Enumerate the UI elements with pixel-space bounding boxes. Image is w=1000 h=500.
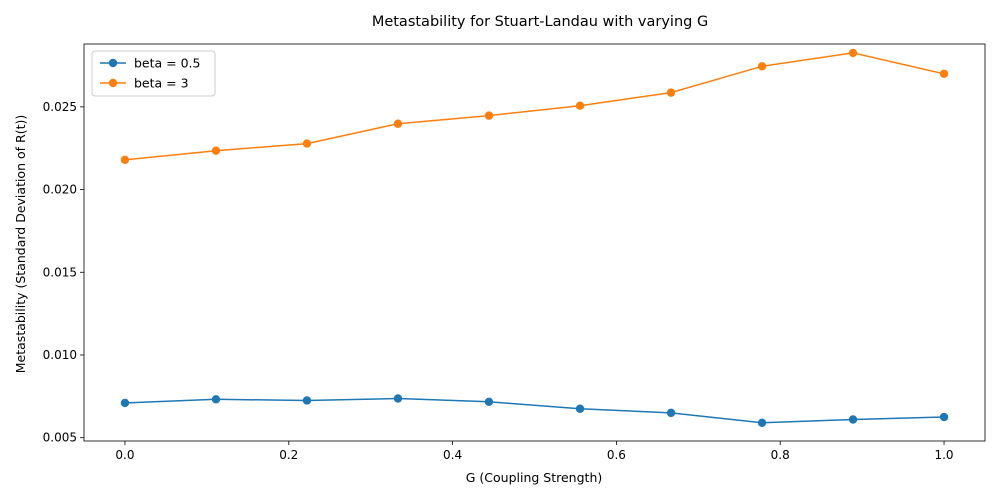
- legend-label-1: beta = 0.5: [134, 56, 201, 71]
- axes-frame: [83, 43, 986, 442]
- legend-label-2: beta = 3: [134, 76, 189, 91]
- series-2-point: [848, 48, 858, 58]
- series-2-point: [575, 101, 585, 110]
- x-tick-label: 0.6: [607, 448, 626, 462]
- y-tick-label: 0.005: [43, 431, 77, 445]
- series-1-point: [575, 404, 585, 413]
- y-tick-label: 0.020: [43, 183, 77, 197]
- series-1-point: [757, 418, 767, 428]
- series-1-point: [939, 412, 949, 422]
- series-2-point: [120, 155, 130, 164]
- series-2-point: [666, 88, 676, 97]
- plot-area: 0.0 0.2 0.4 0.6 0.8 1.0 0.005 0.010 0.015 0.020 0.…: [43, 43, 986, 462]
- y-tick-label: 0.025: [43, 100, 77, 114]
- series-line-2: [124, 52, 945, 161]
- series-2-point: [484, 111, 494, 120]
- x-tick-label: 1.0: [934, 448, 953, 462]
- legend-marker-2: [108, 78, 118, 88]
- y-tick-label: 0.010: [43, 348, 77, 362]
- x-tick-label: 0.8: [771, 448, 790, 462]
- legend-marker-1: [108, 58, 118, 68]
- x-tick-label: 0.0: [115, 448, 134, 462]
- series-1-point: [211, 395, 221, 404]
- series-1-point: [666, 408, 676, 418]
- series-2-point: [939, 69, 949, 78]
- series-1-point: [120, 398, 130, 408]
- series-2-point: [757, 62, 767, 71]
- series-1-point: [484, 397, 494, 406]
- x-tick-label: 0.2: [279, 448, 298, 462]
- series-2-point: [393, 119, 403, 128]
- series-2-point: [211, 146, 221, 155]
- y-axis-label: Metastability (Standard Deviation of R(t…: [13, 115, 28, 373]
- y-tick-label: 0.015: [43, 265, 77, 279]
- series-line-1: [124, 397, 945, 424]
- series-1-point: [302, 396, 312, 405]
- x-tick-label: 0.4: [443, 448, 462, 462]
- chart-title: Metastability for Stuart-Landau with var…: [372, 14, 708, 30]
- series-2-point: [302, 139, 312, 148]
- series-1-point: [848, 415, 858, 424]
- x-axis-label: G (Coupling Strength): [466, 470, 603, 485]
- series-1-point: [393, 394, 403, 403]
